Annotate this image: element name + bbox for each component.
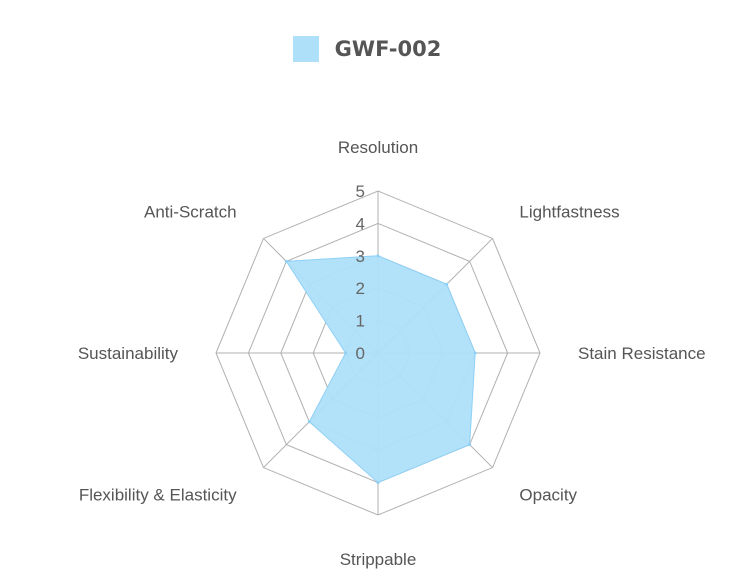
tick-label: 3 bbox=[356, 247, 365, 266]
axis-label: Flexibility & Elasticity bbox=[79, 485, 237, 504]
data-point[interactable] bbox=[344, 351, 348, 355]
axis-label: Resolution bbox=[338, 138, 418, 157]
radar-series bbox=[284, 254, 477, 485]
axis-label: Anti-Scratch bbox=[144, 203, 237, 222]
data-point[interactable] bbox=[376, 481, 380, 485]
data-point[interactable] bbox=[284, 259, 288, 263]
axis-label: Strippable bbox=[340, 550, 417, 569]
tick-label: 4 bbox=[356, 214, 365, 233]
tick-label: 0 bbox=[356, 344, 365, 363]
axis-label: Stain Resistance bbox=[578, 344, 706, 363]
data-point[interactable] bbox=[445, 282, 449, 286]
data-point[interactable] bbox=[307, 420, 311, 424]
axis-label: Opacity bbox=[519, 485, 577, 504]
radar-axis-labels: Resolution Lightfastness Stain Resistance O… bbox=[78, 138, 706, 569]
tick-label: 1 bbox=[356, 312, 365, 331]
axis-label: Sustainability bbox=[78, 344, 179, 363]
data-point[interactable] bbox=[473, 351, 477, 355]
radar-tick-labels: 0 1 2 3 4 5 bbox=[356, 182, 365, 363]
legend-label: GWF-002 bbox=[334, 37, 442, 61]
legend: GWF-002 bbox=[0, 34, 734, 64]
data-point[interactable] bbox=[376, 254, 380, 258]
axis-label: Lightfastness bbox=[519, 203, 619, 222]
series-area-0[interactable] bbox=[285, 255, 476, 484]
legend-swatch[interactable] bbox=[292, 36, 319, 62]
tick-label: 2 bbox=[356, 279, 365, 298]
data-point[interactable] bbox=[468, 443, 472, 447]
tick-label: 5 bbox=[356, 182, 365, 201]
